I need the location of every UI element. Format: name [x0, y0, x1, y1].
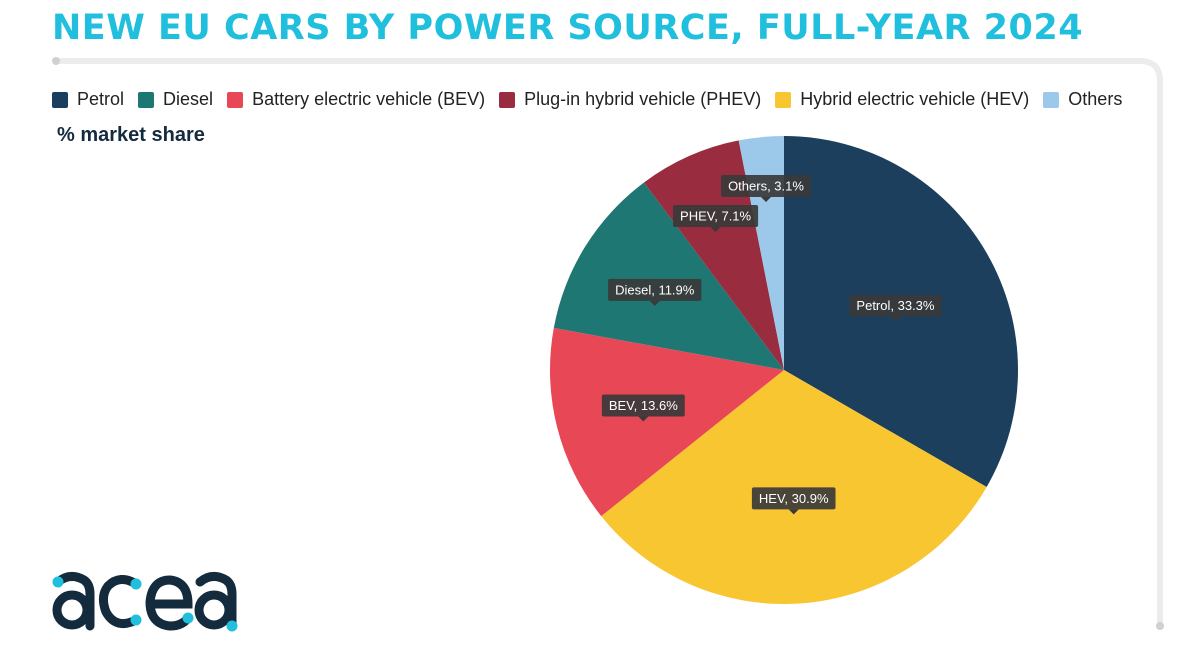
data-label-diesel: Diesel, 11.9%: [608, 278, 702, 306]
legend-label-diesel: Diesel: [163, 89, 214, 109]
legend-label-petrol: Petrol: [77, 89, 125, 109]
chart-subtitle: % market share: [57, 124, 205, 146]
logo-dot: [130, 614, 142, 626]
pie-slice-hev[interactable]: [601, 370, 987, 605]
legend-item-diesel[interactable]: Diesel: [138, 89, 213, 110]
legend-item-others[interactable]: Others: [1043, 89, 1122, 110]
svg-text:PHEV, 7.1%: PHEV, 7.1%: [680, 209, 752, 224]
data-label-hev: HEV, 30.9%: [751, 487, 836, 515]
data-label-others: Others, 3.1%: [721, 175, 811, 203]
svg-text:Diesel, 11.9%: Diesel, 11.9%: [615, 282, 695, 297]
legend-swatch-hev: [775, 91, 792, 108]
legend-label-phev: Plug-in hybrid vehicle (PHEV): [524, 89, 762, 109]
svg-text:Petrol, 33.3%: Petrol, 33.3%: [856, 298, 934, 313]
data-label-bev: BEV, 13.6%: [601, 394, 685, 422]
logo-dot: [226, 620, 238, 632]
legend-item-bev[interactable]: Battery electric vehicle (BEV): [227, 89, 485, 110]
logo-dot: [182, 612, 194, 624]
data-label-phev: PHEV, 7.1%: [673, 205, 759, 233]
legend: Petrol Diesel Battery electric vehicle (…: [52, 89, 1136, 110]
legend-item-phev[interactable]: Plug-in hybrid vehicle (PHEV): [499, 89, 761, 110]
logo-dot: [130, 578, 142, 590]
legend-label-hev: Hybrid electric vehicle (HEV): [800, 89, 1030, 109]
acea-logo: [52, 572, 238, 632]
legend-swatch-phev: [499, 91, 516, 108]
legend-swatch-others: [1043, 91, 1060, 108]
chart-title: NEW EU CARS BY POWER SOURCE, FULL-YEAR 2…: [52, 8, 1084, 48]
legend-swatch-bev: [227, 91, 244, 108]
legend-label-bev: Battery electric vehicle (BEV): [252, 89, 486, 109]
pie-slice-phev[interactable]: [643, 140, 784, 370]
pie-slice-bev[interactable]: [550, 327, 784, 517]
legend-item-petrol[interactable]: Petrol: [52, 89, 124, 110]
pie-slice-diesel[interactable]: [553, 182, 784, 370]
svg-text:HEV, 30.9%: HEV, 30.9%: [759, 491, 829, 506]
logo-dot: [52, 576, 64, 588]
svg-text:BEV, 13.6%: BEV, 13.6%: [609, 398, 678, 413]
legend-label-others: Others: [1068, 89, 1123, 109]
legend-swatch-petrol: [52, 91, 68, 108]
svg-text:Others, 3.1%: Others, 3.1%: [728, 179, 804, 194]
data-label-petrol: Petrol, 33.3%: [849, 294, 942, 322]
legend-swatch-diesel: [138, 91, 155, 108]
legend-item-hev[interactable]: Hybrid electric vehicle (HEV): [775, 89, 1029, 110]
